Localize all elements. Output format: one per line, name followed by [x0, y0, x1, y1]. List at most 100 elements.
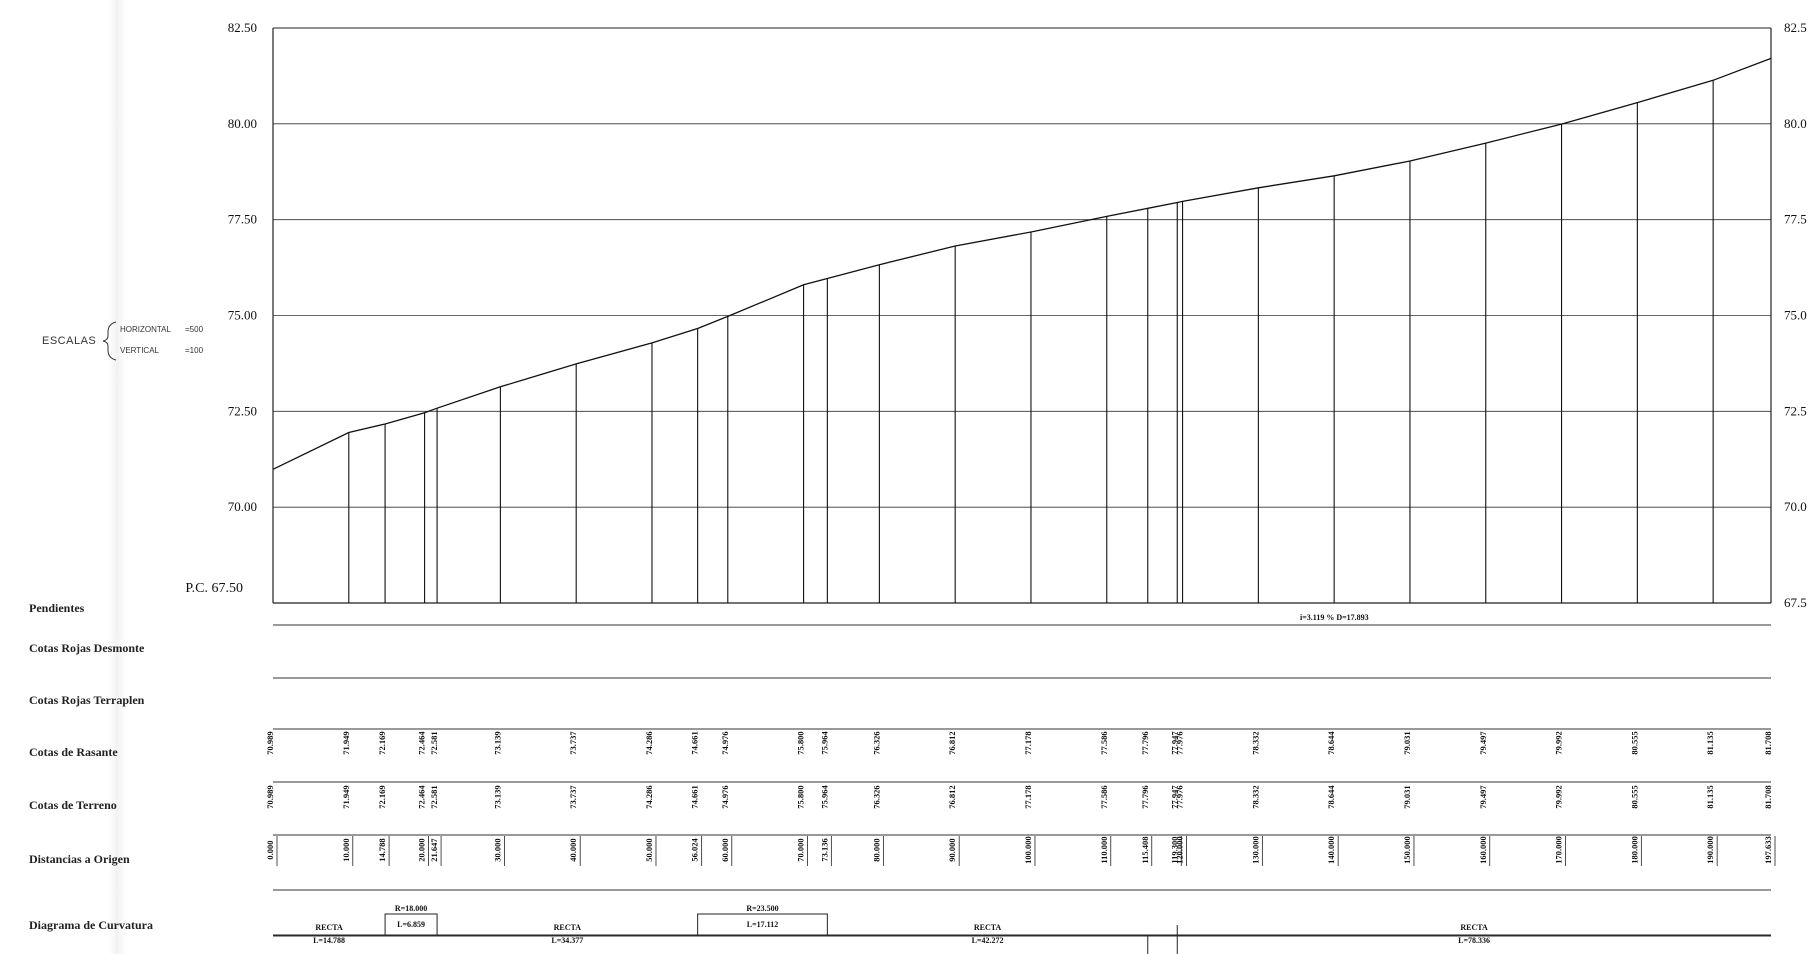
scales-horizontal-value: =500: [185, 325, 204, 334]
straight-kind-label: RECTA: [974, 923, 1002, 932]
terreno-value: 70.989: [265, 785, 275, 808]
straight-kind-label: RECTA: [1460, 923, 1488, 932]
right-tick-label: 67.5: [1784, 595, 1807, 610]
terreno-value: 74.286: [644, 785, 654, 808]
terreno-value: 78.332: [1250, 785, 1260, 808]
terreno-value: 76.812: [947, 785, 957, 808]
row-label-cotas-terreno: Cotas de Terreno: [29, 798, 117, 812]
distance-value: 160.000: [1478, 836, 1488, 864]
row-label-cotas-rasante: Cotas de Rasante: [29, 745, 118, 759]
left-tick-label: 70.00: [228, 499, 257, 514]
distance-value: 120.000: [1175, 836, 1185, 864]
terreno-value: 81.135: [1705, 785, 1715, 808]
distance-value: 130.000: [1250, 836, 1260, 864]
profile-line: [272, 57, 1772, 470]
distance-value: 197.633: [1763, 836, 1773, 864]
straight-kind-label: RECTA: [554, 923, 582, 932]
left-tick-label: 75.00: [228, 308, 257, 323]
distance-value: 150.000: [1402, 836, 1412, 864]
terreno-value: 77.586: [1099, 785, 1109, 808]
curve-box: [697, 913, 828, 936]
scales-vertical-label: VERTICAL: [120, 346, 160, 355]
distance-value: 140.000: [1326, 836, 1336, 864]
terreno-value: 77.178: [1023, 785, 1033, 808]
rasante-value: 76.326: [871, 731, 881, 754]
row-label-cotas-rojas-desmonte: Cotas Rojas Desmonte: [29, 641, 145, 655]
right-tick-label: 80.0: [1784, 116, 1807, 131]
row-label-distancias-origen: Distancias a Origen: [29, 852, 130, 866]
distance-value: 100.000: [1023, 836, 1033, 864]
terreno-value: 79.031: [1402, 785, 1412, 808]
terreno-value: 80.555: [1629, 785, 1639, 808]
distance-value: 40.000: [568, 838, 578, 861]
right-tick-label: 77.5: [1784, 212, 1807, 227]
curve-length-label: L=17.112: [747, 920, 778, 929]
rasante-value: 74.661: [690, 731, 700, 754]
terreno-value: 81.708: [1763, 785, 1773, 808]
left-tick-label: 82.50: [228, 20, 257, 35]
left-tick-label: 80.00: [228, 116, 257, 131]
right-tick-label: 72.5: [1784, 403, 1807, 418]
rasante-value: 79.031: [1402, 731, 1412, 754]
left-tick-label: 77.50: [228, 212, 257, 227]
terreno-value: 75.800: [796, 785, 806, 808]
rasante-value: 75.964: [819, 731, 829, 755]
left-tick-label: 72.50: [228, 403, 257, 418]
distance-value: 0.000: [265, 840, 275, 859]
row-label-diagrama-curvatura: Diagrama de Curvatura: [29, 918, 153, 932]
rasante-value: 72.581: [429, 731, 439, 754]
rasante-value: 77.976: [1175, 731, 1185, 754]
terreno-value: 73.139: [492, 785, 502, 808]
rasante-value: 76.812: [947, 731, 957, 754]
distance-value: 73.136: [819, 838, 829, 861]
scales-label: ESCALAS: [42, 335, 96, 347]
terreno-value: 72.581: [429, 785, 439, 808]
distance-value: 110.000: [1099, 836, 1109, 863]
right-tick-label: 75.0: [1784, 308, 1807, 323]
rasante-value: 73.737: [568, 731, 578, 755]
rasante-value: 72.464: [417, 731, 427, 755]
right-tick-label: 82.5: [1784, 20, 1807, 35]
rasante-value: 77.796: [1140, 731, 1150, 754]
distance-value: 115.408: [1140, 836, 1150, 863]
rasante-value: 70.989: [265, 731, 275, 754]
distance-value: 14.788: [377, 838, 387, 861]
distance-value: 56.024: [690, 838, 700, 862]
right-tick-label: 70.0: [1784, 499, 1807, 514]
rasante-value: 81.135: [1705, 731, 1715, 754]
distance-value: 30.000: [492, 838, 502, 861]
straight-kind-label: RECTA: [315, 923, 343, 932]
curve-radius-label: R=18.000: [395, 904, 427, 913]
rasante-value: 79.992: [1554, 731, 1564, 754]
rasante-value: 74.976: [720, 731, 730, 754]
scales-horizontal-label: HORIZONTAL: [120, 325, 172, 334]
terreno-value: 79.497: [1478, 785, 1488, 809]
rasante-value: 77.947: [1169, 731, 1179, 755]
distance-value: 119.300: [1169, 836, 1179, 863]
rasante-value: 75.800: [796, 731, 806, 754]
distance-value: 10.000: [341, 838, 351, 861]
distance-value: 21.647: [429, 838, 439, 862]
rasante-value: 74.286: [644, 731, 654, 754]
slope-annotation: i=3.119 % D=17.893: [1300, 613, 1369, 622]
terreno-value: 75.964: [819, 785, 829, 809]
rasante-value: 73.139: [492, 731, 502, 754]
rasante-value: 81.708: [1763, 731, 1773, 754]
pc-label: P.C. 67.50: [185, 581, 243, 596]
distance-value: 180.000: [1629, 836, 1639, 864]
terreno-value: 72.464: [417, 785, 427, 809]
distance-value: 20.000: [417, 838, 427, 861]
rasante-value: 80.555: [1629, 731, 1639, 754]
terreno-value: 71.949: [341, 785, 351, 808]
terreno-value: 77.947: [1169, 785, 1179, 809]
row-label-pendientes: Pendientes: [29, 601, 85, 615]
distance-value: 60.000: [720, 838, 730, 861]
curve-length-label: L=6.859: [397, 920, 425, 929]
scan-fold-shadow: [108, 0, 126, 954]
terreno-value: 74.976: [720, 785, 730, 808]
distance-value: 90.000: [947, 838, 957, 861]
curve-radius-label: R=23.500: [746, 904, 778, 913]
scales-block: ESCALAS HORIZONTAL =500 VERTICAL =100: [42, 321, 204, 361]
